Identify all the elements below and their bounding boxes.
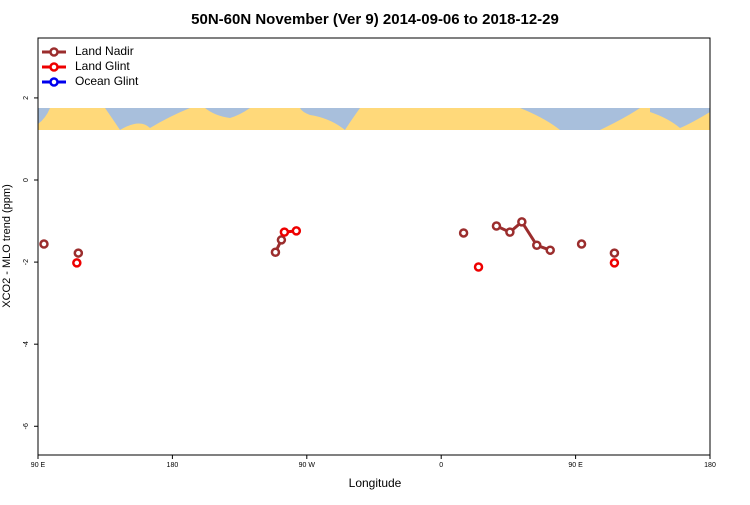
y-tick-label: 2 [23,96,30,100]
y-tick-label: -4 [23,341,30,347]
map-land [38,108,710,130]
x-tick-label: 90 W [299,462,316,469]
legend-marker [49,62,59,72]
x-tick-label: 90 E [568,462,583,469]
x-tick-label: 90 E [31,462,46,469]
series-point [270,247,281,257]
legend-label: Ocean Glint [75,74,139,88]
series-point [279,227,290,237]
series-point [458,228,469,238]
series-point [609,248,620,258]
x-tick-label: 0 [439,462,443,469]
y-tick-label: -6 [23,423,30,429]
series-point [505,227,515,237]
y-tick-label: 0 [23,178,30,182]
legend-label: Land Nadir [75,44,134,58]
series-point [491,221,502,231]
y-axis-label: XCO2 - MLO trend (ppm) [1,184,13,307]
series-point [609,258,620,268]
plot-frame [37,37,711,456]
series-point [39,239,49,249]
series-point [473,262,484,272]
series-point [276,235,287,245]
series-point [545,245,555,255]
map-band [38,108,710,130]
series-point [73,248,84,258]
chart-title: 50N-60N November (Ver 9) 2014-09-06 to 2… [191,11,559,28]
x-tick-label: 180 [704,462,716,469]
x-axis-label: Longitude [349,476,402,490]
legend-marker [49,77,59,87]
series-point [517,217,527,227]
y-tick-label: -2 [23,259,30,265]
series-point [532,240,542,251]
legend-marker [49,47,59,57]
series-point [291,226,302,236]
legend-label: Land Glint [75,59,130,73]
x-tick-label: 180 [167,462,179,469]
series-point [576,239,587,249]
series-point [72,258,82,268]
